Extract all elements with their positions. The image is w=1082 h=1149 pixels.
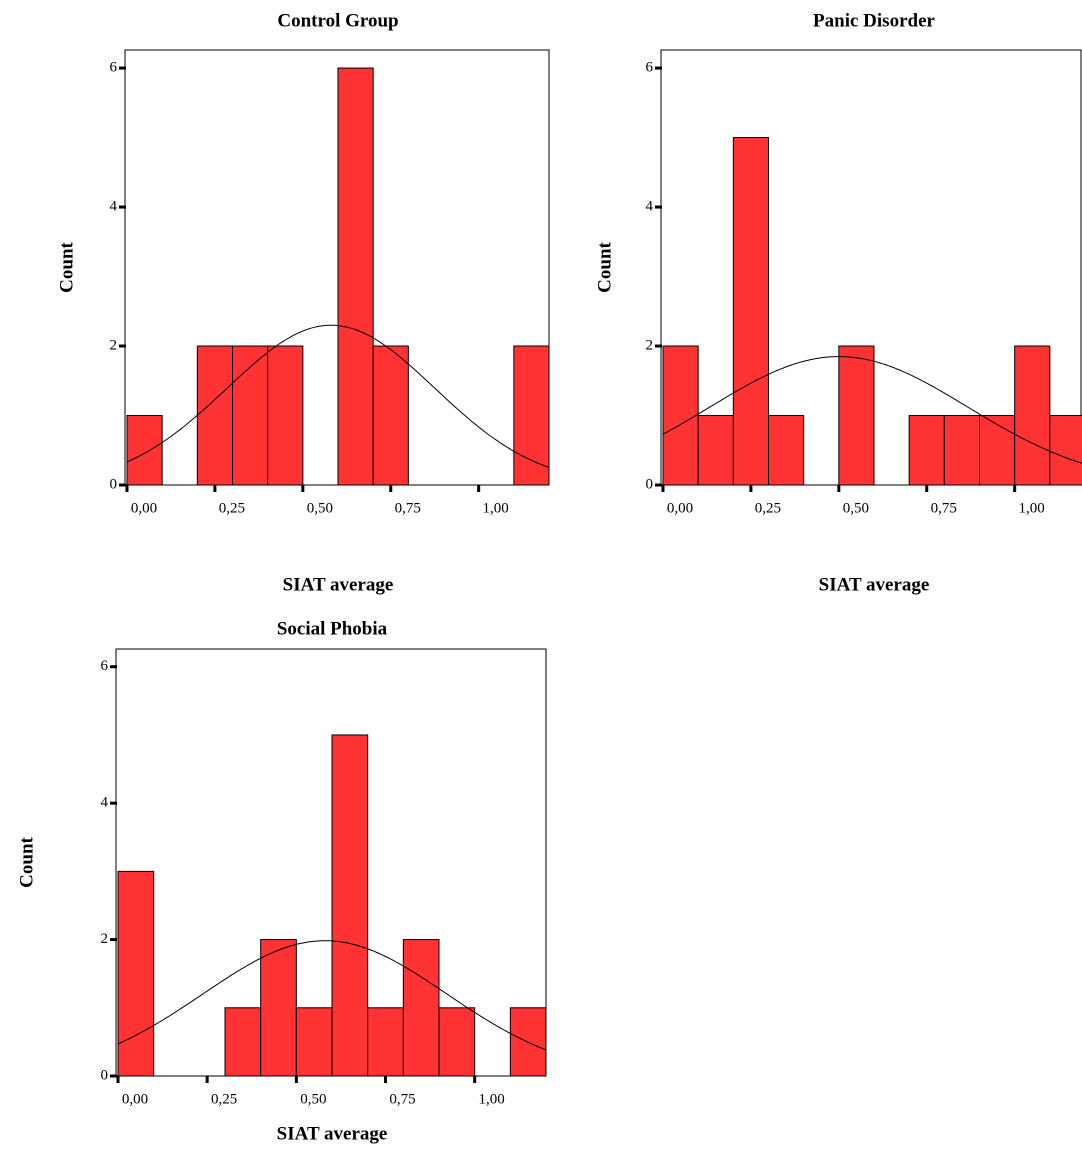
x-tick-label: 0,75 (389, 1091, 415, 1107)
x-tick-label: 1,00 (483, 500, 509, 516)
bar (338, 68, 373, 485)
x-axis-label: SIAT average (283, 574, 394, 595)
bar (909, 416, 944, 485)
x-tick-label: 0,25 (219, 500, 245, 516)
x-tick-label: 1,00 (1019, 500, 1045, 516)
bar (332, 735, 368, 1076)
y-tick-label: 2 (110, 337, 118, 353)
x-tick-label: 0,00 (667, 500, 693, 516)
y-tick-label: 2 (646, 337, 654, 353)
y-axis-label: Count (16, 836, 37, 887)
y-tick-label: 4 (101, 795, 109, 811)
bar (225, 1008, 261, 1076)
bar (769, 416, 804, 485)
x-tick-label: 0,00 (131, 500, 157, 516)
y-tick-label: 6 (646, 60, 654, 76)
x-tick-label: 0,25 (211, 1091, 237, 1107)
y-tick-label: 2 (101, 931, 109, 947)
chart-title: Panic Disorder (813, 10, 935, 31)
bar (980, 416, 1015, 485)
x-tick-label: 0,75 (931, 500, 957, 516)
bar (839, 346, 874, 485)
y-tick-label: 6 (101, 658, 109, 674)
y-tick-label: 0 (110, 476, 118, 492)
chart-grid: Control Group 0 2 4 6 0,00 0,25 0,50 0,75 1,00 SIA… (0, 0, 1082, 1149)
bar (1050, 416, 1082, 485)
bar (403, 940, 439, 1076)
bar (514, 346, 549, 485)
y-tick-label: 0 (646, 476, 654, 492)
bar (197, 346, 232, 485)
x-axis-label: SIAT average (819, 574, 930, 595)
bar (439, 1008, 475, 1076)
chart-title: Social Phobia (277, 618, 388, 639)
x-tick-label: 0,25 (755, 500, 781, 516)
x-axis-label: SIAT average (277, 1123, 388, 1144)
bar (733, 138, 768, 485)
plot-frame (125, 50, 549, 485)
bar (1015, 346, 1050, 485)
bar (944, 416, 979, 485)
bar (663, 346, 698, 485)
bar (368, 1008, 404, 1076)
x-tick-label: 0,75 (395, 500, 421, 516)
x-tick-label: 0,50 (843, 500, 869, 516)
y-tick-label: 4 (646, 198, 654, 214)
y-axis-label: Count (594, 241, 615, 292)
bar (127, 416, 162, 485)
y-axis-label: Count (56, 241, 77, 292)
x-tick-label: 0,00 (122, 1091, 148, 1107)
bar (261, 940, 297, 1076)
x-tick-label: 0,50 (300, 1091, 326, 1107)
y-tick-label: 6 (110, 60, 118, 76)
bar (118, 871, 154, 1076)
bar (268, 346, 303, 485)
x-tick-label: 0,50 (307, 500, 333, 516)
page: Control Group 0 2 4 6 0,00 0,25 0,50 0,75 1,00 SIA… (0, 0, 1082, 1149)
x-tick-label: 1,00 (479, 1091, 505, 1107)
y-tick-label: 4 (110, 198, 118, 214)
bar (698, 416, 733, 485)
chart-title: Control Group (277, 10, 398, 31)
bar (296, 1008, 332, 1076)
y-tick-label: 0 (101, 1067, 109, 1083)
bar (373, 346, 408, 485)
